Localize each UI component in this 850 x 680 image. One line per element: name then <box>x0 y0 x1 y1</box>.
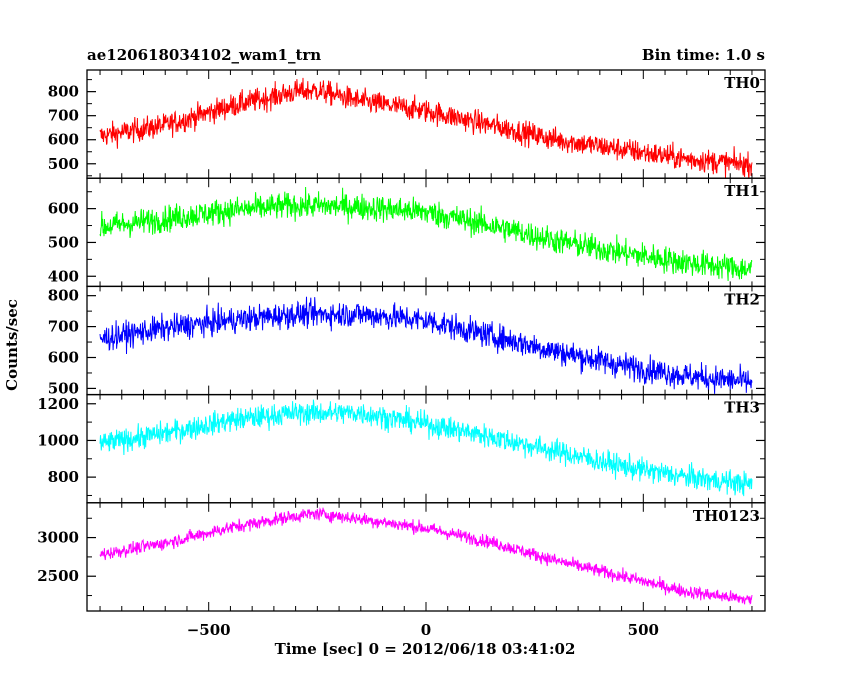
panel-label-th0123: TH0123 <box>693 507 760 525</box>
y-tick-label: 600 <box>48 200 79 218</box>
panel-label-th1: TH1 <box>724 182 760 200</box>
series-line-th2 <box>99 296 753 394</box>
panel-label-th0: TH0 <box>724 74 760 92</box>
y-tick-label: 500 <box>48 233 79 251</box>
y-tick-label: 700 <box>48 107 79 125</box>
series-line-th0123 <box>99 506 753 605</box>
panel-frame <box>86 285 766 396</box>
y-tick-label: 1000 <box>37 431 79 449</box>
y-tick-label: 700 <box>48 318 79 336</box>
x-tick-label: 500 <box>628 621 659 639</box>
y-axis-label: Counts/sec <box>3 299 21 391</box>
x-tick-label: 0 <box>421 621 431 639</box>
y-tick-label: 500 <box>48 379 79 397</box>
chart-title-left: ae120618034102_wam1_trn <box>87 46 321 64</box>
panel-frame <box>86 393 766 504</box>
panel-th3: 800 1000 1200 TH3 <box>37 393 766 504</box>
panel-label-th2: TH2 <box>724 290 760 308</box>
series-line-th1 <box>99 186 753 282</box>
y-tick-label: 800 <box>48 287 79 305</box>
series-line-th3 <box>99 399 753 497</box>
x-axis-label: Time [sec] 0 = 2012/06/18 03:41:02 <box>275 640 576 658</box>
panel-frame <box>86 502 766 612</box>
panel-th2: 500 600 700 800 TH2 <box>48 285 766 397</box>
series-line-th0 <box>99 77 753 179</box>
y-tick-label: 1200 <box>37 395 79 413</box>
panel-th0: 500 600 700 800 TH0 <box>48 69 766 179</box>
chart-title-right: Bin time: 1.0 s <box>642 46 765 64</box>
y-tick-label: 3000 <box>37 529 79 547</box>
y-tick-label: 600 <box>48 349 79 367</box>
panel-th1: 400 500 600 TH1 <box>48 177 766 288</box>
y-tick-label: 800 <box>48 83 79 101</box>
x-tick-label: −500 <box>187 621 231 639</box>
panel-label-th3: TH3 <box>724 399 760 417</box>
y-tick-label: 800 <box>48 468 79 486</box>
y-tick-label: 400 <box>48 267 79 285</box>
panel-frame <box>86 177 766 288</box>
y-tick-label: 2500 <box>37 567 79 585</box>
panel-th0123: 2500 3000 TH0123 <box>37 502 766 612</box>
y-tick-label: 600 <box>48 131 79 149</box>
y-tick-label: 500 <box>48 155 79 173</box>
